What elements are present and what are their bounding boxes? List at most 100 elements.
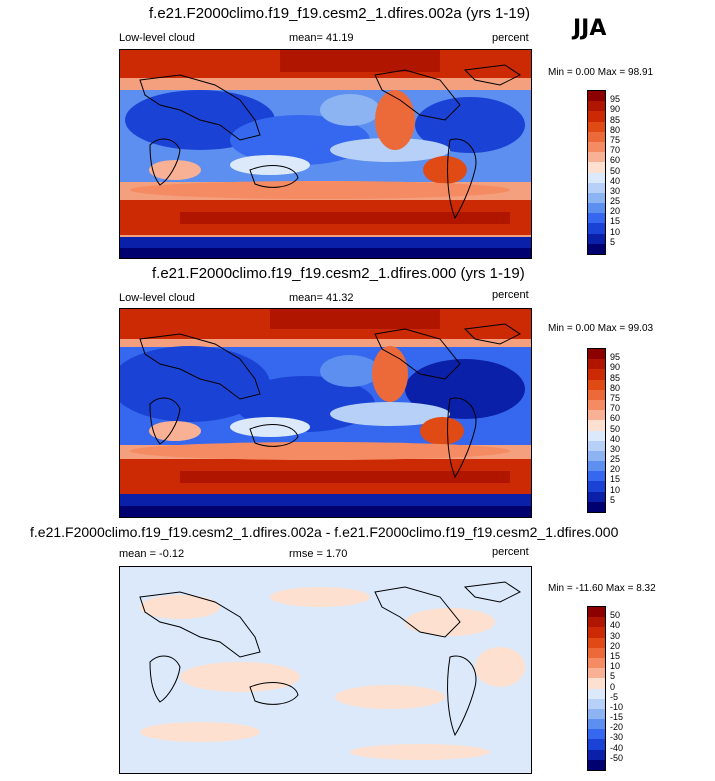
panel-2-colorbar [587, 348, 606, 513]
colorbar-tick-label: 5 [610, 236, 616, 247]
colorbar-tick-label: 30 [610, 630, 621, 641]
colorbar-segment [588, 647, 605, 658]
panel-3-map [119, 566, 532, 774]
colorbar-segment [588, 141, 605, 153]
colorbar-tick-label: 40 [610, 620, 621, 631]
panel-2-minmax: Min = 0.00 Max = 99.03 [548, 323, 654, 334]
colorbar-segment [588, 729, 605, 740]
colorbar-segment [588, 359, 605, 370]
season-label: JJA [573, 16, 607, 41]
colorbar-segment [588, 369, 605, 380]
colorbar-tick-label: 10 [610, 226, 621, 237]
colorbar-segment [588, 389, 605, 400]
panel-1-colorbar [587, 90, 606, 255]
colorbar-segment [588, 213, 605, 224]
colorbar-tick-label: 80 [610, 382, 621, 393]
colorbar-segment [588, 719, 605, 730]
panel-1-variable-label: Low-level cloud [119, 32, 195, 44]
colorbar-tick-label: -20 [610, 722, 624, 733]
colorbar-segment [588, 461, 605, 472]
colorbar-segment [588, 759, 605, 770]
panel-3-units-label: percent [492, 546, 529, 558]
colorbar-tick-label: 95 [610, 94, 621, 105]
panel-2-title: f.e21.F2000climo.f19_f19.cesm2_1.dfires.… [152, 265, 525, 282]
colorbar-tick-label: 30 [610, 185, 621, 196]
colorbar-tick-label: 90 [610, 104, 621, 115]
colorbar-segment [588, 501, 605, 512]
colorbar-tick-label: 75 [610, 392, 621, 403]
colorbar-segment [588, 698, 605, 709]
colorbar-segment [588, 410, 605, 421]
colorbar-segment [588, 223, 605, 234]
colorbar-tick-label: 85 [610, 114, 621, 125]
colorbar-segment [588, 233, 605, 244]
panel-1-field [120, 50, 531, 258]
colorbar-tick-label: 15 [610, 650, 621, 661]
colorbar-segment [588, 678, 605, 689]
panel-1-colorbar-segments [588, 91, 605, 254]
colorbar-tick-label: 85 [610, 372, 621, 383]
colorbar-segment [588, 749, 605, 760]
colorbar-tick-label: 60 [610, 413, 621, 424]
colorbar-segment [588, 379, 605, 390]
colorbar-tick-label: -5 [610, 691, 619, 702]
colorbar-segment [588, 481, 605, 492]
colorbar-segment [588, 192, 605, 204]
colorbar-tick-label: -50 [610, 752, 624, 763]
panel-3-field [120, 567, 531, 773]
colorbar-tick-label: 15 [610, 216, 621, 227]
colorbar-tick-label: 15 [610, 474, 621, 485]
colorbar-tick-label: 90 [610, 362, 621, 373]
colorbar-segment [588, 739, 605, 750]
colorbar-segment [588, 203, 605, 214]
panel-3-rmse-label: rmse = 1.70 [289, 548, 348, 560]
colorbar-tick-label: 70 [610, 145, 621, 156]
panel-2-map [119, 308, 532, 518]
colorbar-segment [588, 172, 605, 183]
panel-1-minmax: Min = 0.00 Max = 98.91 [548, 67, 654, 78]
colorbar-segment [588, 243, 605, 254]
colorbar-tick-label: 50 [610, 610, 621, 621]
colorbar-tick-label: 10 [610, 661, 621, 672]
panel-3-colorbar [587, 606, 606, 771]
colorbar-segment [588, 708, 605, 720]
panel-1-mean-label: mean= 41.19 [289, 32, 354, 44]
panel-3-title: f.e21.F2000climo.f19_f19.cesm2_1.dfires.… [30, 524, 619, 540]
colorbar-segment [588, 440, 605, 451]
colorbar-tick-label: 75 [610, 134, 621, 145]
colorbar-segment [588, 121, 605, 132]
panel-1-units-label: percent [492, 32, 529, 44]
panel-2-mean-label: mean= 41.32 [289, 292, 354, 304]
colorbar-segment [588, 627, 605, 638]
colorbar-tick-label: -30 [610, 732, 624, 743]
panel-1-title: f.e21.F2000climo.f19_f19.cesm2_1.dfires.… [149, 5, 531, 22]
colorbar-tick-label: 10 [610, 484, 621, 495]
colorbar-segment [588, 182, 605, 193]
colorbar-segment [588, 131, 605, 142]
panel-2-units-label: percent [492, 289, 529, 301]
colorbar-tick-label: -10 [610, 701, 624, 712]
colorbar-segment [588, 491, 605, 502]
colorbar-segment [588, 657, 605, 669]
colorbar-tick-label: -15 [610, 712, 624, 723]
colorbar-tick-label: 60 [610, 155, 621, 166]
colorbar-segment [588, 91, 605, 102]
colorbar-segment [588, 471, 605, 482]
panel-3-minmax: Min = -11.60 Max = 8.32 [548, 583, 656, 594]
colorbar-tick-label: 5 [610, 671, 616, 682]
panel-1-map [119, 49, 532, 259]
colorbar-tick-label: 20 [610, 640, 621, 651]
panel-2-variable-label: Low-level cloud [119, 292, 195, 304]
panel-2-colorbar-segments [588, 349, 605, 512]
colorbar-tick-label: 80 [610, 124, 621, 135]
colorbar-segment [588, 349, 605, 360]
colorbar-tick-label: 50 [610, 423, 621, 434]
colorbar-tick-label: 70 [610, 403, 621, 414]
colorbar-segment [588, 430, 605, 441]
colorbar-segment [588, 450, 605, 462]
colorbar-tick-label: 50 [610, 165, 621, 176]
colorbar-segment [588, 399, 605, 411]
colorbar-tick-label: 0 [610, 681, 616, 692]
colorbar-tick-label: 20 [610, 206, 621, 217]
colorbar-segment [588, 420, 605, 431]
